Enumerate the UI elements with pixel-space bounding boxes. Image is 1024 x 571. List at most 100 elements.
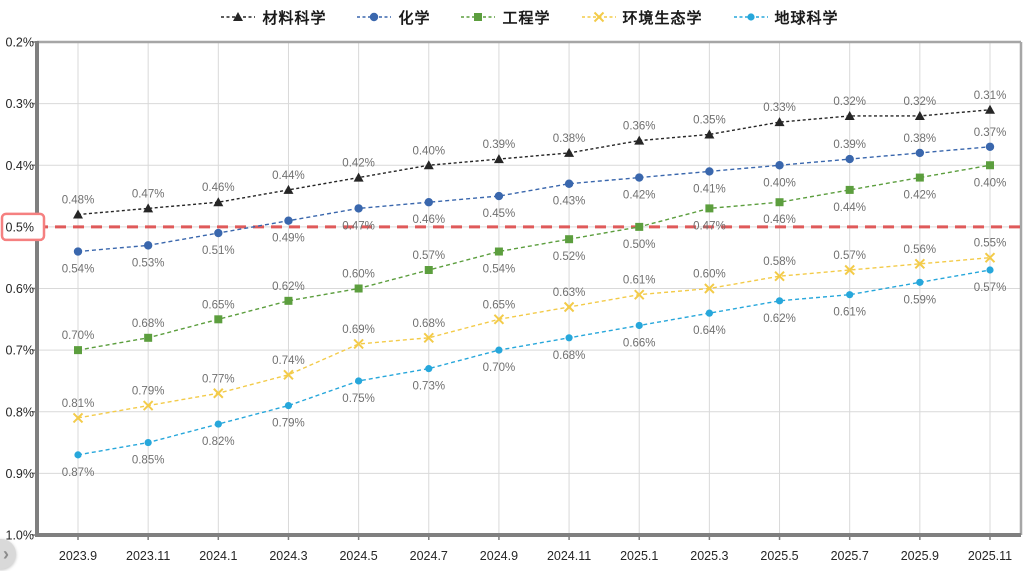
data-label: 0.46%	[202, 182, 235, 194]
data-point-marker	[845, 154, 854, 164]
legend-label: 环境生态学	[622, 9, 703, 27]
data-point-marker	[283, 184, 294, 194]
data-label: 0.35%	[693, 114, 726, 126]
data-point-marker	[774, 270, 785, 282]
data-point-marker	[746, 13, 755, 21]
data-point-marker	[423, 160, 434, 170]
data-point-marker	[233, 12, 244, 21]
data-point-marker	[493, 154, 504, 164]
data-label: 0.49%	[272, 233, 305, 245]
data-point-marker	[565, 334, 573, 342]
data-label: 0.77%	[202, 373, 235, 385]
data-point-marker	[635, 222, 644, 231]
data-label: 0.48%	[62, 195, 95, 207]
data-point-marker	[143, 241, 153, 250]
data-label: 0.70%	[483, 362, 516, 374]
data-point-marker	[844, 110, 855, 120]
chevron-right-icon: ›	[3, 544, 9, 564]
data-point-marker	[494, 247, 503, 256]
data-label: 0.70%	[62, 330, 95, 342]
data-label: 0.43%	[553, 196, 586, 208]
data-label: 0.65%	[483, 299, 516, 311]
data-label: 0.82%	[202, 436, 235, 448]
data-label: 0.62%	[763, 313, 796, 325]
data-label: 0.38%	[904, 133, 937, 145]
series-line-环境生态学	[77, 256, 991, 419]
legend-item-环境生态学[interactable]: 环境生态学	[581, 7, 703, 28]
data-point-marker	[915, 148, 925, 158]
data-point-marker	[775, 161, 784, 170]
data-point-marker	[705, 204, 714, 213]
y-axis-label: 0.3%	[6, 97, 35, 111]
data-label: 0.42%	[904, 190, 937, 202]
data-label: 0.61%	[833, 307, 866, 319]
x-axis-label: 2025.9	[901, 549, 939, 563]
data-label: 0.68%	[132, 318, 165, 330]
data-label: 0.38%	[553, 133, 586, 145]
series-line-材料科学	[77, 109, 991, 216]
data-label: 0.69%	[342, 324, 375, 336]
series-line-化学	[77, 146, 991, 253]
data-label: 0.63%	[553, 287, 586, 299]
x-axis-label: 2025.7	[831, 549, 869, 563]
data-point-marker	[916, 278, 924, 286]
data-label: 0.55%	[974, 238, 1007, 250]
data-label: 0.47%	[693, 220, 726, 232]
data-label: 0.57%	[833, 250, 866, 262]
data-label: 0.65%	[202, 299, 235, 311]
legend-label: 材料科学	[262, 9, 327, 27]
data-label: 0.73%	[412, 381, 445, 393]
data-point-marker	[846, 291, 854, 299]
data-point-marker	[985, 142, 995, 151]
data-point-marker	[986, 161, 994, 170]
data-point-marker	[423, 332, 434, 344]
data-point-marker	[845, 185, 854, 194]
data-point-marker	[143, 203, 154, 213]
series-line-地球科学	[77, 269, 991, 456]
data-label: 0.40%	[974, 177, 1007, 189]
data-point-marker	[563, 301, 575, 313]
data-point-marker	[775, 198, 784, 207]
data-label: 0.81%	[62, 398, 95, 410]
data-label: 0.52%	[553, 251, 586, 263]
data-point-marker	[284, 216, 293, 225]
legend-label: 化学	[398, 9, 431, 27]
legend-item-材料科学[interactable]: 材料科学	[220, 7, 326, 28]
legend-label: 工程学	[502, 9, 551, 27]
data-label: 0.47%	[342, 220, 375, 232]
x-axis-label: 2024.11	[547, 549, 591, 563]
y-axis-highlight-box	[0, 212, 46, 242]
data-label: 0.32%	[833, 96, 866, 108]
data-label: 0.53%	[132, 257, 165, 269]
data-point-marker	[284, 401, 293, 410]
data-point-marker	[354, 284, 363, 293]
x-axis-label: 2024.5	[339, 549, 377, 563]
legend-item-化学[interactable]: 化学	[356, 7, 430, 28]
data-label: 0.79%	[132, 386, 165, 398]
legend-marker-triangle-icon	[221, 12, 256, 21]
data-label: 0.54%	[483, 264, 516, 276]
data-point-marker	[425, 365, 433, 373]
y-axis-label: 0.8%	[6, 405, 35, 419]
data-label: 0.37%	[974, 127, 1007, 139]
data-label: 0.74%	[272, 355, 305, 367]
data-point-marker	[474, 13, 483, 21]
data-point-marker	[705, 309, 713, 317]
data-point-marker	[353, 172, 364, 182]
legend-item-工程学[interactable]: 工程学	[460, 7, 550, 28]
data-point-marker	[914, 258, 926, 270]
x-axis-label: 2023.9	[59, 549, 97, 563]
legend-item-地球科学[interactable]: 地球科学	[733, 7, 839, 28]
data-label: 0.31%	[974, 90, 1007, 102]
x-axis-label: 2023.11	[126, 549, 170, 563]
data-label: 0.40%	[763, 177, 796, 189]
data-point-marker	[705, 167, 714, 176]
data-point-marker	[214, 228, 223, 238]
data-label: 0.57%	[974, 282, 1007, 294]
legend-marker-circle-icon	[357, 12, 392, 22]
floating-nav-button[interactable]: ›	[0, 539, 16, 569]
data-point-marker	[72, 412, 84, 424]
data-label: 0.39%	[833, 139, 866, 151]
y-axis-label: 0.2%	[6, 36, 35, 50]
